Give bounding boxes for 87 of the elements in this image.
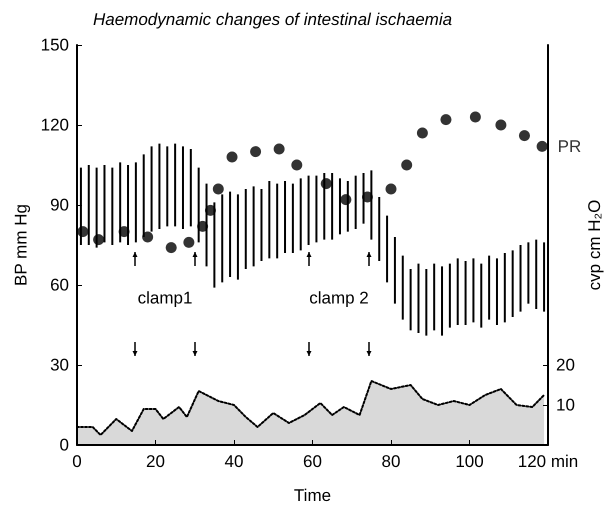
bar	[158, 144, 160, 229]
point	[274, 144, 285, 154]
point	[204, 204, 216, 216]
annotation: clamp 2	[309, 288, 369, 308]
point	[320, 178, 332, 190]
bar	[276, 184, 278, 258]
point	[291, 160, 302, 170]
y2-tick-label: 20	[556, 356, 575, 374]
y-tick-label: 0	[60, 436, 69, 454]
annotation: clamp1	[138, 288, 192, 308]
point	[226, 152, 238, 162]
bar	[433, 264, 436, 330]
bar	[472, 258, 474, 322]
y-tick-label: 120	[40, 116, 69, 134]
bar	[535, 240, 538, 309]
point	[470, 112, 481, 122]
x-axis-title: Time	[294, 486, 332, 505]
point	[495, 120, 506, 130]
chart-title: Haemodynamic changes of intestinal ischaemia	[93, 10, 452, 29]
y-axis-title: BP mm Hg	[12, 204, 31, 286]
bar	[386, 216, 388, 282]
bar	[236, 194, 239, 280]
bar	[417, 264, 420, 333]
point	[362, 192, 373, 202]
bar	[292, 184, 294, 253]
bar	[268, 181, 270, 258]
bar	[315, 176, 318, 242]
y-tick-label: 150	[40, 36, 69, 54]
point	[340, 194, 352, 206]
bar	[488, 256, 490, 320]
bar	[134, 162, 137, 242]
bar	[520, 245, 522, 312]
point	[77, 226, 88, 238]
bar	[480, 264, 482, 328]
point	[166, 242, 177, 254]
bar	[410, 269, 412, 330]
bar	[504, 253, 506, 322]
bar	[308, 176, 310, 245]
point	[250, 146, 262, 158]
bar	[378, 197, 380, 261]
bar	[166, 146, 168, 226]
bar	[244, 189, 247, 269]
x-tick-label: 0	[72, 452, 82, 471]
bar	[527, 242, 530, 304]
bar	[543, 242, 546, 312]
x-tick-label: 120 min	[518, 452, 578, 471]
point	[212, 184, 224, 194]
x-tick-label: 100	[455, 452, 484, 471]
point	[536, 140, 548, 152]
bar	[182, 146, 184, 229]
bar	[300, 178, 302, 250]
bar	[174, 144, 176, 226]
y-tick-label: 30	[50, 356, 69, 374]
point	[440, 114, 452, 126]
point	[416, 128, 428, 138]
bar	[456, 258, 459, 325]
y-tick-label: 90	[50, 196, 69, 214]
point	[183, 236, 194, 248]
x-tick-label: 80	[382, 452, 400, 471]
point	[93, 234, 104, 246]
x-tick-label: 60	[303, 452, 322, 471]
bar	[402, 256, 404, 320]
bar	[260, 189, 262, 261]
bar	[354, 176, 357, 229]
bar	[284, 181, 286, 253]
y2-axis-title: cvp cm H₂O	[585, 200, 604, 290]
bar	[190, 149, 192, 226]
bar	[496, 258, 498, 325]
bar	[441, 266, 444, 336]
y2-tick-label: 10	[556, 396, 575, 414]
bar	[252, 186, 255, 266]
point	[401, 160, 412, 170]
point	[386, 184, 396, 194]
x-tick-label: 40	[224, 452, 244, 471]
bar	[448, 264, 451, 328]
point	[197, 220, 208, 232]
bar	[464, 261, 467, 325]
point	[118, 226, 130, 238]
point	[518, 130, 530, 142]
bar	[425, 269, 428, 336]
bar	[111, 168, 114, 245]
x-tick-label: 20	[146, 452, 165, 471]
bar	[229, 192, 232, 277]
series-label: PR	[558, 136, 582, 156]
y-tick-label: 60	[50, 276, 69, 294]
point	[142, 232, 154, 242]
bar	[394, 237, 396, 304]
